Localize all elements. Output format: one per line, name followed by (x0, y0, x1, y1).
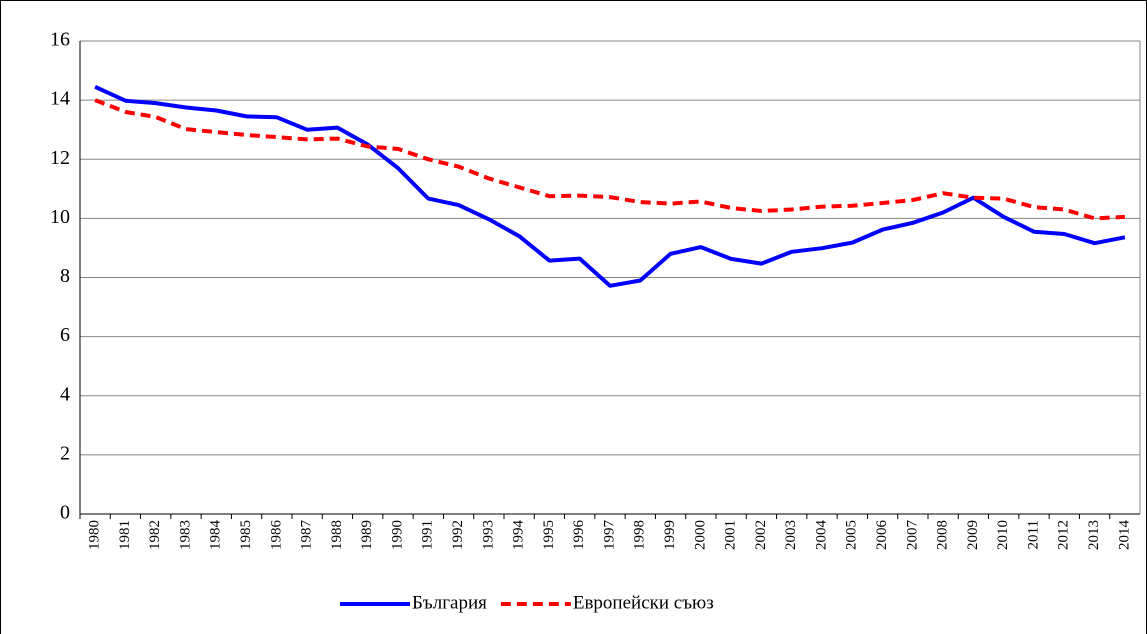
y-tick-label: 2 (60, 442, 70, 464)
x-tick-label: 2011 (1025, 520, 1041, 549)
x-tick-label: 1984 (208, 520, 224, 551)
legend: България Европейски съюз (340, 592, 714, 613)
x-tick-label: 1995 (541, 520, 557, 550)
y-tick-label: 4 (60, 383, 70, 405)
y-tick-label: 16 (50, 29, 70, 51)
x-tick-label: 1991 (420, 520, 436, 550)
x-tick-label: 2012 (1056, 520, 1072, 550)
x-tick-label: 2006 (874, 520, 890, 551)
x-tick-label: 1987 (299, 520, 315, 551)
y-tick-label: 0 (60, 502, 70, 524)
x-tick-label: 2013 (1086, 520, 1102, 550)
x-tick-label: 1998 (632, 520, 648, 550)
y-tick-label: 12 (50, 147, 70, 169)
series-line (94, 98, 1125, 221)
y-tick-label: 10 (50, 206, 70, 228)
y-tick-label: 14 (50, 88, 70, 110)
y-tick-label: 8 (60, 265, 70, 287)
x-tick-label: 1986 (268, 520, 284, 551)
x-tick-label: 2000 (692, 520, 708, 550)
x-tick-label: 1980 (87, 520, 103, 550)
legend-label: България (412, 592, 487, 613)
x-tick-label: 2014 (1116, 520, 1132, 551)
x-tick-label: 1993 (480, 520, 496, 550)
x-tick-label: 1983 (177, 520, 193, 550)
series-line (94, 84, 1126, 288)
x-tick-label: 1999 (662, 520, 678, 550)
x-tick-label: 1996 (571, 520, 587, 551)
x-tick-label: 2001 (723, 520, 739, 550)
x-tick-label: 1997 (601, 520, 617, 551)
x-tick-label: 1992 (450, 520, 466, 550)
y-tick-label: 6 (60, 324, 70, 346)
x-tick-label: 2007 (904, 520, 920, 551)
x-tick-label: 1989 (359, 520, 375, 550)
x-tick-label: 1994 (511, 520, 527, 551)
x-tick-label: 2002 (753, 520, 769, 550)
x-tick-label: 1988 (329, 520, 345, 550)
x-tick-label: 1982 (147, 520, 163, 550)
x-tick-label: 1981 (117, 520, 133, 550)
x-tick-label: 2005 (844, 520, 860, 550)
x-tick-label: 2010 (995, 520, 1011, 550)
x-tick-label: 2003 (783, 520, 799, 550)
x-tick-label: 1985 (238, 520, 254, 550)
x-tick-label: 1990 (389, 520, 405, 550)
x-tick-label: 2008 (935, 520, 951, 550)
legend-label: Европейски съюз (573, 592, 714, 613)
x-tick-label: 2004 (813, 520, 829, 551)
x-tick-label: 2009 (965, 520, 981, 550)
